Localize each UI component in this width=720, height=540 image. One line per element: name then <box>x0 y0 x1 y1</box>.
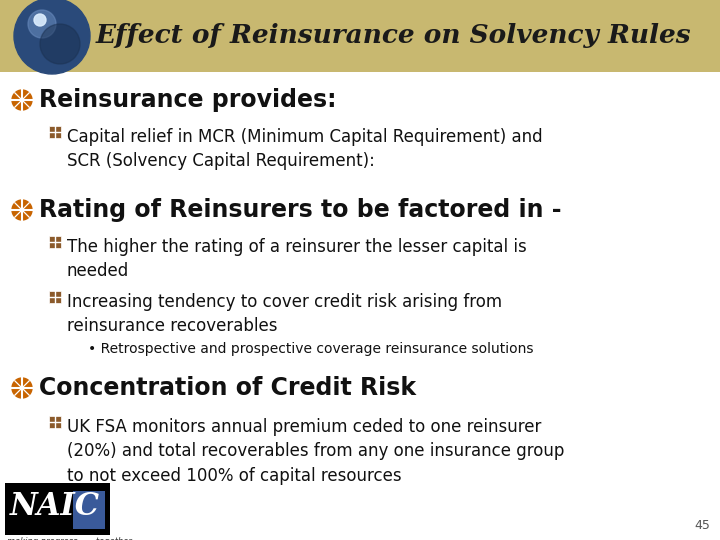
Text: 45: 45 <box>694 519 710 532</box>
Text: The higher the rating of a reinsurer the lesser capital is
needed: The higher the rating of a reinsurer the… <box>67 238 527 280</box>
Bar <box>49 291 61 303</box>
Text: Capital relief in MCR (Minimum Capital Requirement) and
SCR (Solvency Capital Re: Capital relief in MCR (Minimum Capital R… <box>67 128 543 170</box>
Bar <box>49 416 61 428</box>
Text: Concentration of Credit Risk: Concentration of Credit Risk <box>39 376 416 400</box>
Circle shape <box>12 200 32 220</box>
Circle shape <box>12 378 32 398</box>
Bar <box>5 483 110 535</box>
Text: making progress . . . together: making progress . . . together <box>7 537 132 540</box>
Text: Effect of Reinsurance on Solvency Rules: Effect of Reinsurance on Solvency Rules <box>96 24 692 49</box>
Circle shape <box>34 14 46 26</box>
Text: UK FSA monitors annual premium ceded to one reinsurer
(20%) and total recoverabl: UK FSA monitors annual premium ceded to … <box>67 418 564 484</box>
Circle shape <box>40 24 80 64</box>
Circle shape <box>14 0 90 74</box>
Circle shape <box>28 10 56 38</box>
Text: Reinsurance provides:: Reinsurance provides: <box>39 88 336 112</box>
Bar <box>49 236 61 248</box>
Bar <box>49 126 61 138</box>
Circle shape <box>12 90 32 110</box>
Text: Rating of Reinsurers to be factored in -: Rating of Reinsurers to be factored in - <box>39 198 562 222</box>
Bar <box>73 491 105 529</box>
Text: Increasing tendency to cover credit risk arising from
reinsurance recoverables: Increasing tendency to cover credit risk… <box>67 293 502 335</box>
Text: NAIC: NAIC <box>10 491 100 522</box>
Text: • Retrospective and prospective coverage reinsurance solutions: • Retrospective and prospective coverage… <box>88 342 534 356</box>
Bar <box>0 0 720 72</box>
